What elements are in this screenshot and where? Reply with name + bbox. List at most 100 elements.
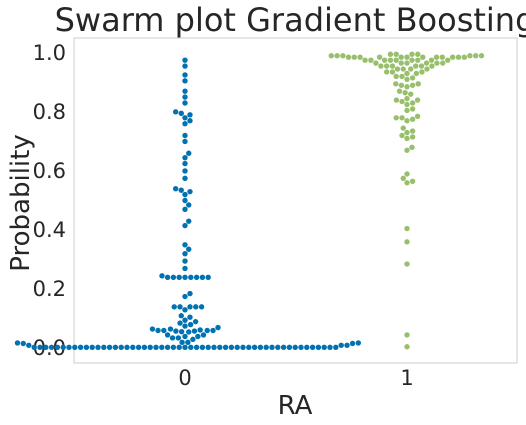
data-point [175, 335, 182, 341]
data-point [48, 344, 55, 351]
data-point [404, 60, 410, 66]
data-point [387, 51, 394, 57]
data-point [404, 147, 410, 153]
data-point [378, 63, 384, 69]
data-point [321, 344, 327, 351]
data-point [415, 57, 421, 63]
data-point [167, 326, 174, 332]
data-point [280, 344, 287, 351]
data-point [186, 246, 192, 252]
data-point [178, 313, 184, 319]
data-point [404, 171, 410, 177]
data-point [211, 344, 217, 351]
data-point [186, 150, 192, 156]
data-point [409, 128, 416, 134]
data-point [159, 273, 165, 279]
data-point [292, 344, 298, 351]
data-point [257, 344, 264, 351]
data-point [404, 225, 410, 232]
data-point [124, 344, 130, 351]
data-point [240, 344, 246, 351]
data-point [309, 344, 316, 351]
data-point [182, 138, 188, 145]
data-point [177, 304, 183, 310]
data-point [187, 304, 193, 310]
data-point [404, 118, 410, 124]
data-point [141, 344, 148, 351]
data-point [383, 69, 390, 75]
data-point [338, 342, 344, 348]
y-tick-label: 0.8 [33, 100, 66, 124]
data-point [190, 336, 196, 343]
data-point [445, 57, 451, 63]
data-point [415, 81, 421, 87]
data-point [368, 57, 374, 63]
y-tick-label: 0.2 [33, 277, 66, 301]
data-point [298, 344, 304, 351]
data-point [182, 242, 188, 248]
data-point [263, 344, 269, 351]
data-point [112, 344, 119, 351]
data-point [187, 290, 193, 297]
data-point [404, 54, 410, 60]
data-point [424, 66, 430, 72]
data-point [399, 98, 405, 105]
data-point [186, 202, 192, 208]
data-point [83, 344, 90, 351]
data-point [182, 94, 188, 100]
data-point [182, 317, 188, 323]
data-point [188, 274, 194, 281]
data-point [170, 344, 177, 351]
data-point [404, 107, 410, 114]
data-point [187, 188, 193, 195]
data-point [400, 175, 406, 182]
data-point [383, 63, 390, 69]
data-point [172, 185, 179, 192]
data-point [345, 54, 352, 60]
data-point [398, 54, 404, 60]
data-point [409, 178, 416, 184]
data-point [304, 344, 310, 351]
data-point [182, 197, 188, 204]
data-point [95, 344, 101, 351]
data-point [182, 323, 188, 329]
data-point [60, 344, 66, 351]
data-point [182, 168, 188, 174]
data-point [413, 63, 419, 69]
data-point [440, 60, 446, 66]
data-point [333, 344, 339, 351]
x-tick-label: 0 [178, 366, 191, 390]
data-point [389, 63, 396, 69]
data-point [434, 60, 440, 66]
data-point [172, 109, 179, 115]
data-point [399, 73, 405, 80]
data-point [418, 63, 425, 69]
data-point [400, 66, 406, 72]
data-point [355, 340, 362, 346]
data-point [195, 333, 201, 340]
data-point [200, 332, 207, 338]
data-point [182, 258, 188, 264]
data-point [26, 342, 32, 348]
data-point [409, 106, 416, 112]
data-point [135, 344, 142, 351]
data-point [178, 187, 184, 193]
data-point [182, 333, 188, 340]
data-point [315, 344, 322, 351]
data-point [393, 73, 399, 80]
data-point [164, 332, 171, 338]
data-point [228, 344, 235, 351]
data-point [169, 335, 176, 341]
data-point [404, 332, 410, 338]
data-point [398, 82, 405, 88]
data-point [393, 115, 399, 121]
data-point [193, 274, 200, 281]
data-point [423, 60, 430, 66]
data-point [409, 134, 416, 140]
data-point [349, 340, 356, 347]
data-point [176, 344, 182, 351]
data-point [155, 327, 161, 334]
data-point [246, 344, 252, 351]
data-point [409, 57, 415, 63]
